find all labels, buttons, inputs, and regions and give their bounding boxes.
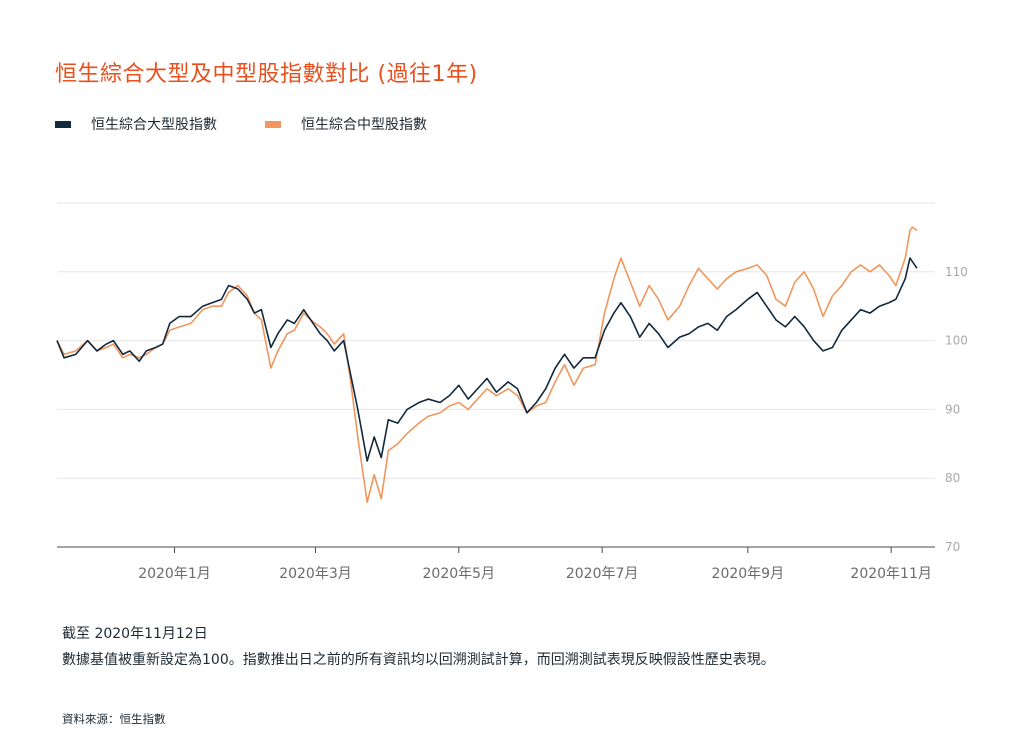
x-tick-label-1: 2020年1月 bbox=[138, 566, 211, 582]
data-source: 資料來源：恒生指數 bbox=[62, 712, 166, 726]
x-tick-label-5: 2020年9月 bbox=[712, 566, 785, 582]
legend-label-large-cap: 恒生綜合大型股指數 bbox=[91, 117, 217, 133]
chart-legend: 恒生綜合大型股指數 恒生綜合中型股指數 bbox=[55, 114, 475, 134]
y-tick-label-80: 80 bbox=[945, 471, 960, 485]
chart-title: 恒生綜合大型及中型股指數對比 (過往1年) bbox=[55, 62, 478, 87]
as-of-date: 截至 2020年11月12日 bbox=[62, 626, 208, 642]
y-tick-label-100: 100 bbox=[945, 334, 968, 348]
legend-swatch-mid-cap bbox=[265, 120, 281, 128]
legend-item-mid-cap: 恒生綜合中型股指數 bbox=[265, 114, 427, 134]
line-chart: 70 80 90 100 110 2020年1月 2020年3月 2020年5月 2020年7月… bbox=[56, 202, 968, 582]
methodology-note: 數據基值被重新設定為100。指數推出日之前的所有資訊均以回溯測試計算，而回溯測試… bbox=[62, 652, 775, 668]
series-line-large-cap bbox=[56, 257, 918, 462]
x-tick-label-6: 2020年11月 bbox=[850, 566, 931, 582]
chart-notes: 截至 2020年11月12日 數據基值被重新設定為100。指數推出日之前的所有資… bbox=[62, 621, 775, 673]
legend-label-mid-cap: 恒生綜合中型股指數 bbox=[301, 117, 427, 133]
series-line-mid-cap bbox=[56, 226, 918, 504]
legend-item-large-cap: 恒生綜合大型股指數 bbox=[55, 114, 217, 134]
y-tick-label-90: 90 bbox=[945, 402, 960, 416]
x-tick-label-2: 2020年3月 bbox=[279, 566, 352, 582]
x-tick-label-4: 2020年7月 bbox=[566, 566, 639, 582]
x-tick-label-3: 2020年5月 bbox=[423, 566, 496, 582]
y-tick-label-70: 70 bbox=[945, 540, 960, 554]
y-tick-label-110: 110 bbox=[945, 265, 968, 279]
legend-swatch-large-cap bbox=[55, 120, 71, 128]
